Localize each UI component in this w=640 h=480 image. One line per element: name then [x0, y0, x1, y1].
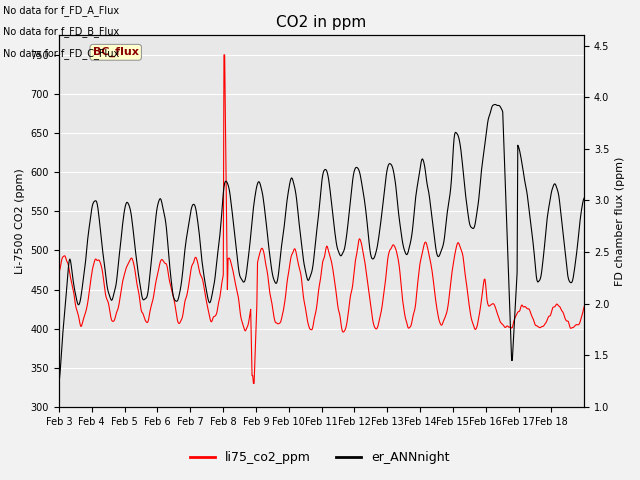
Title: CO2 in ppm: CO2 in ppm — [276, 15, 367, 30]
Y-axis label: FD chamber flux (ppm): FD chamber flux (ppm) — [615, 156, 625, 286]
Y-axis label: Li-7500 CO2 (ppm): Li-7500 CO2 (ppm) — [15, 168, 25, 274]
Text: BC_flux: BC_flux — [93, 47, 139, 58]
Legend: li75_co2_ppm, er_ANNnight: li75_co2_ppm, er_ANNnight — [186, 446, 454, 469]
Text: No data for f_FD_C_Flux: No data for f_FD_C_Flux — [3, 48, 120, 59]
Text: No data for f_FD_B_Flux: No data for f_FD_B_Flux — [3, 26, 120, 37]
Text: No data for f_FD_A_Flux: No data for f_FD_A_Flux — [3, 5, 119, 16]
